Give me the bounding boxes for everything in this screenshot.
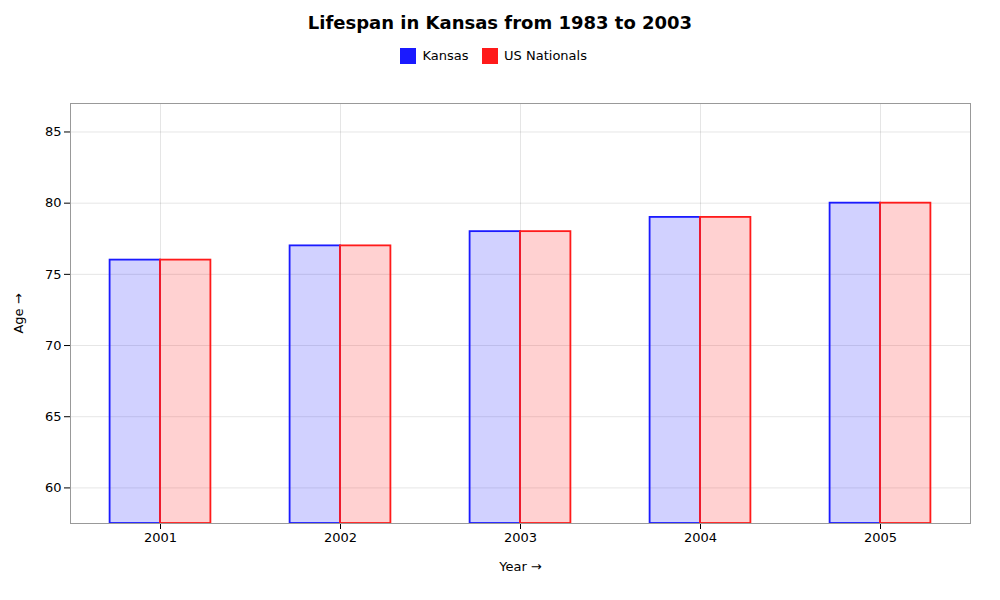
- svg-text:80: 80: [45, 195, 62, 210]
- svg-text:85: 85: [45, 124, 62, 139]
- svg-text:60: 60: [45, 480, 62, 495]
- svg-text:75: 75: [45, 266, 62, 281]
- html-text:Kansas: Kansas: [422, 48, 469, 63]
- svg-text:2004: 2004: [684, 529, 717, 544]
- svg-text:70: 70: [45, 337, 62, 352]
- svg-text:65: 65: [45, 408, 62, 423]
- html-text:US Nationals: US Nationals: [504, 48, 587, 63]
- svg-text:2001: 2001: [144, 529, 177, 544]
- svg-text:2002: 2002: [324, 529, 357, 544]
- svg-text:2003: 2003: [504, 529, 537, 544]
- html-text:Lifespan in Kansas from 1983 t: Lifespan in Kansas from 1983 to 2003: [307, 12, 693, 33]
- svg-text:Year →: Year →: [498, 558, 542, 573]
- svg-text:2005: 2005: [864, 529, 897, 544]
- svg-text:Age →: Age →: [11, 293, 26, 333]
